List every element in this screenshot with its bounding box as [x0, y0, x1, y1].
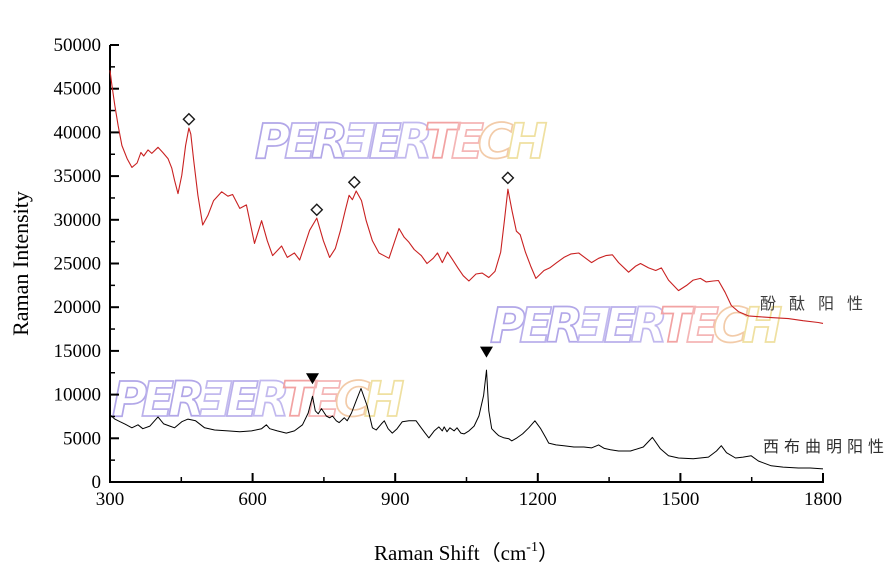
watermark-brand-logo: PERƎERTECH: [490, 298, 782, 354]
peak-marker-filled-triangle: [305, 373, 319, 385]
peak-marker-open-diamond: [310, 203, 324, 217]
peak-marker-filled-triangle: [479, 346, 493, 358]
y-tick-label: 30000: [54, 210, 102, 231]
watermark-letter: R: [168, 372, 201, 428]
x-tick-label: 300: [96, 489, 125, 510]
y-tick-label: 5000: [63, 428, 101, 449]
x-tick-label: 600: [238, 489, 267, 510]
y-axis-label: Raman Intensity: [8, 191, 33, 336]
watermark-brand-logo: PERƎERTECH: [112, 372, 404, 428]
phenolphthalein-positive-curve: [109, 70, 824, 324]
x-tick-label: 1200: [519, 489, 557, 510]
x-tick-label: 1500: [661, 489, 699, 510]
y-tick-label: 50000: [54, 35, 102, 56]
x-axis-label-text: Raman Shift（cm: [374, 541, 526, 565]
y-tick-label: 35000: [54, 166, 102, 187]
watermark-letter: H: [507, 114, 547, 170]
y-tick-label: 0: [92, 472, 102, 493]
peak-marker-open-diamond: [347, 175, 361, 189]
y-tick-label: 40000: [54, 122, 102, 143]
y-tick-label: 20000: [54, 297, 102, 318]
peak-marker-open-diamond: [182, 112, 196, 126]
watermark-letter: R: [311, 114, 344, 170]
watermark-brand-logo: PERƎERTECH: [255, 114, 547, 170]
x-tick-label: 900: [381, 489, 410, 510]
watermark-letter: R: [546, 298, 579, 354]
peak-marker-open-diamond: [501, 171, 515, 185]
y-tick-label: 25000: [54, 254, 102, 275]
series-label-phenolphthalein-positive-curve: 酚酞阳性: [760, 295, 876, 313]
x-tick-label: 1800: [804, 489, 842, 510]
y-tick-label: 10000: [54, 385, 102, 406]
sibutramine-positive-curve: [109, 369, 824, 470]
y-tick-label: 15000: [54, 341, 102, 362]
x-axis-label: Raman Shift（cm-1）: [374, 540, 559, 565]
y-tick-label: 45000: [54, 79, 102, 100]
x-axis-label-superscript: -1: [526, 540, 538, 555]
x-axis-label-suffix: ）: [538, 541, 559, 565]
series-label-sibutramine-positive-curve: 西布曲明阳性: [763, 438, 889, 456]
